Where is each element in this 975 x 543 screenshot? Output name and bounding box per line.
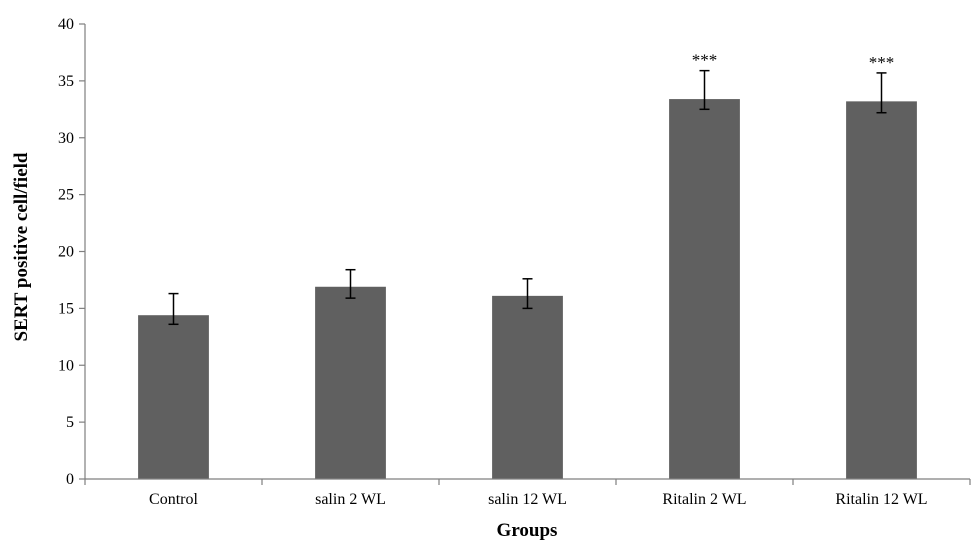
bars-layer (138, 99, 917, 479)
error-bars-layer (168, 69, 887, 326)
y-tick-label: 10 (58, 357, 74, 374)
y-tick-label: 15 (58, 300, 74, 317)
bar (138, 315, 209, 479)
significance-annotation: *** (869, 53, 895, 72)
x-tick-label: Ritalin 12 WL (835, 491, 927, 508)
ticks-layer (79, 23, 971, 485)
y-tick-label: 5 (66, 414, 74, 431)
y-tick-label: 20 (58, 244, 74, 261)
bar (492, 295, 563, 479)
y-tick-label: 0 (66, 471, 74, 488)
x-axis-title: Groups (497, 520, 558, 541)
y-tick-label: 30 (58, 130, 74, 147)
bar (315, 286, 386, 479)
labels-layer: 0 5 10 15 20 25 30 35 40 Control salin 2 WL salin 1… (58, 16, 928, 508)
bar (846, 101, 917, 479)
x-tick-label: Control (149, 491, 198, 508)
y-axis-title: SERT positive cell/field (11, 152, 32, 341)
y-tick-label: 25 (58, 187, 74, 204)
y-tick-label: 35 (58, 73, 74, 90)
significance-annotation: *** (692, 51, 718, 70)
bar (669, 99, 740, 479)
x-tick-label: Ritalin 2 WL (662, 491, 746, 508)
x-tick-label: salin 12 WL (488, 491, 567, 508)
x-tick-label: salin 2 WL (315, 491, 386, 508)
y-tick-label: 40 (58, 16, 74, 33)
